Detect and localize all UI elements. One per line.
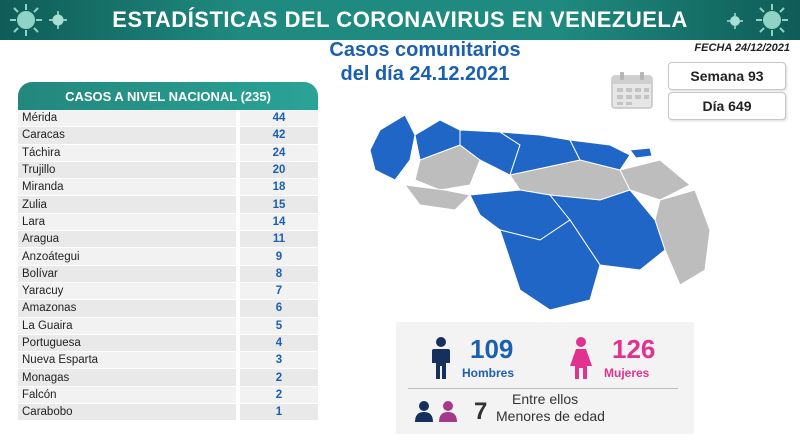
- map-region-gray: [403, 184, 472, 211]
- table-row: Mérida 44: [18, 110, 318, 128]
- table-row: Bolívar 8: [18, 265, 318, 283]
- women-count: 126: [612, 334, 656, 364]
- state-case-count: 11: [240, 231, 318, 248]
- state-name: Caracas: [18, 127, 236, 144]
- state-case-count: 20: [240, 161, 318, 179]
- table-row: Trujillo 20: [18, 161, 318, 180]
- women-label: Mujeres: [604, 366, 650, 380]
- state-case-count: 18: [240, 179, 318, 196]
- female-icon: [570, 337, 592, 379]
- virus-icon: [727, 13, 743, 29]
- table-row: Miranda 18: [18, 179, 318, 197]
- state-name: Bolívar: [18, 265, 236, 282]
- state-case-count: 1: [240, 404, 318, 421]
- minors-label: Menores de edad: [496, 408, 605, 424]
- map-region-blue: [499, 219, 601, 311]
- map-region-blue: [629, 147, 653, 159]
- table-row: Carabobo 1: [18, 404, 318, 422]
- children-icon: [415, 401, 457, 422]
- page-subtitle: Casos comunitarios del día 24.12.2021: [300, 38, 550, 86]
- state-name: Falcón: [18, 386, 236, 404]
- state-case-count: 4: [240, 334, 318, 352]
- table-row: Nueva Esparta 3: [18, 352, 318, 370]
- table-row: Táchira 24: [18, 144, 318, 162]
- state-name: Mérida: [18, 110, 236, 127]
- subtitle-line-2: del día 24.12.2021: [340, 63, 510, 85]
- state-case-count: 6: [240, 300, 318, 317]
- map-region-blue: [369, 114, 416, 181]
- map-region-gray: [654, 189, 711, 286]
- table-row: La Guaira 5: [18, 317, 318, 335]
- table-row: Caracas 42: [18, 127, 318, 145]
- table-row: Monagas 2: [18, 369, 318, 387]
- state-name: Portuguesa: [18, 334, 236, 352]
- table-row: Yaracuy 7: [18, 282, 318, 301]
- table-row: Amazonas 6: [18, 300, 318, 318]
- table-row: Lara 14: [18, 213, 318, 232]
- banner-title: ESTADÍSTICAS DEL CORONAVIRUS EN VENEZUEL…: [112, 7, 688, 32]
- virus-icon: [756, 4, 788, 36]
- day-counter: Día 649: [668, 92, 786, 120]
- header-banner: ESTADÍSTICAS DEL CORONAVIRUS EN VENEZUEL…: [0, 0, 800, 40]
- state-name: Miranda: [18, 179, 236, 196]
- state-name: Lara: [18, 213, 236, 231]
- state-name: Táchira: [18, 144, 236, 161]
- male-icon: [432, 337, 450, 379]
- table-row: Falcón 2: [18, 386, 318, 405]
- state-case-count: 24: [240, 144, 318, 161]
- state-case-count: 5: [240, 317, 318, 334]
- state-case-count: 42: [240, 127, 318, 144]
- state-name: Monagas: [18, 369, 236, 386]
- calendar-icon: [611, 72, 653, 109]
- men-count: 109: [470, 334, 514, 364]
- subtitle-line-1: Casos comunitarios: [329, 39, 521, 61]
- map-region-blue: [569, 139, 631, 171]
- state-case-count: 8: [240, 265, 318, 282]
- men-label: Hombres: [462, 366, 515, 380]
- virus-icon: [10, 4, 42, 36]
- state-name: Yaracuy: [18, 282, 236, 300]
- table-row: Portuguesa 4: [18, 334, 318, 353]
- state-name: La Guaira: [18, 317, 236, 334]
- state-case-count: 7: [240, 282, 318, 300]
- minors-count: 7: [474, 398, 488, 425]
- state-case-count: 2: [240, 386, 318, 404]
- venezuela-map: [369, 114, 711, 311]
- state-name: Nueva Esparta: [18, 352, 236, 369]
- national-cases-header: CASOS A NIVEL NACIONAL (235): [18, 82, 318, 110]
- table-row: Zulia 15: [18, 196, 318, 214]
- panel-divider: [408, 388, 678, 389]
- state-name: Anzoátegui: [18, 248, 236, 265]
- state-cases-list: Mérida 44 Caracas 42 Táchira 24 Trujillo 20 Mira…: [18, 110, 318, 422]
- week-counter: Semana 93: [668, 62, 786, 90]
- map-region-gray: [619, 159, 691, 201]
- state-case-count: 44: [240, 110, 318, 127]
- state-case-count: 14: [240, 213, 318, 231]
- table-row: Anzoátegui 9: [18, 248, 318, 266]
- state-name: Trujillo: [18, 161, 236, 179]
- table-row: Aragua 11: [18, 231, 318, 249]
- state-name: Carabobo: [18, 404, 236, 421]
- state-name: Zulia: [18, 196, 236, 213]
- state-case-count: 15: [240, 196, 318, 213]
- date-label: FECHA 24/12/2021: [694, 42, 790, 54]
- state-case-count: 3: [240, 352, 318, 369]
- state-name: Aragua: [18, 231, 236, 248]
- state-case-count: 9: [240, 248, 318, 265]
- state-case-count: 2: [240, 369, 318, 386]
- minors-intro: Entre ellos: [512, 391, 579, 407]
- virus-icon: [49, 11, 67, 29]
- state-name: Amazonas: [18, 300, 236, 317]
